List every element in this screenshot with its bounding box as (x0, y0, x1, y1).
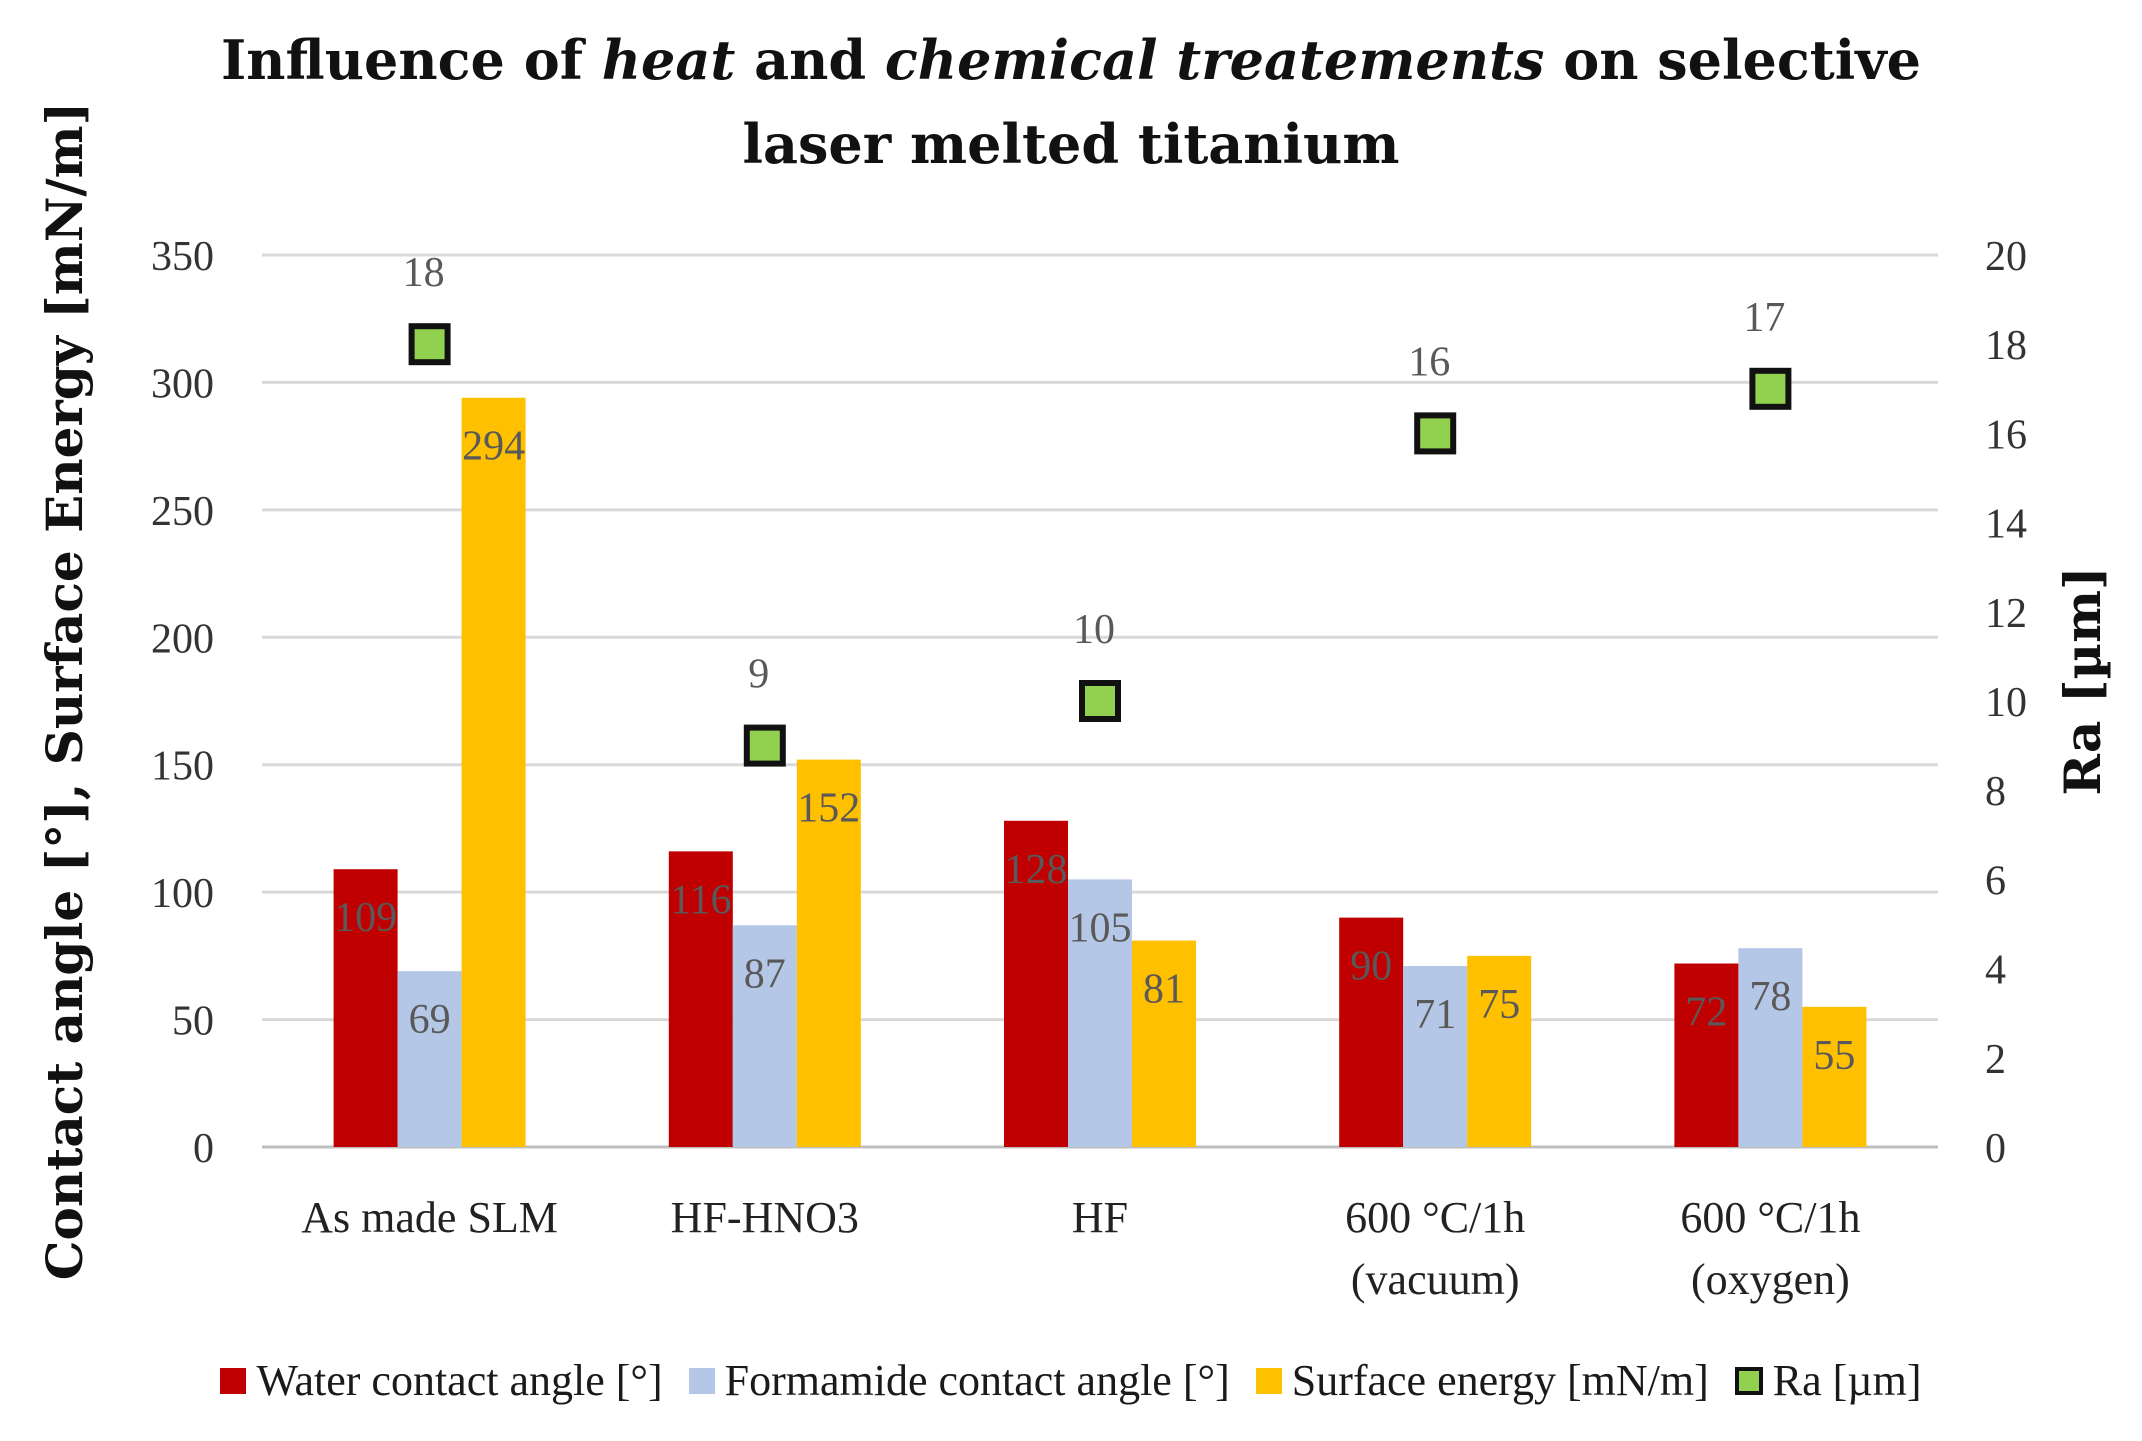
legend-label-formamide: Formamide contact angle [°] (724, 1356, 1230, 1405)
y-tick-label-150: 150 (151, 744, 214, 790)
ra-label-c0: 18 (403, 250, 445, 296)
bar-label-s2-c4: 55 (1813, 1033, 1855, 1079)
legend-item-water: Water contact angle [°] (220, 1355, 663, 1406)
ra-marker-c2 (1079, 680, 1121, 722)
bar-label-s0-c4: 72 (1685, 990, 1727, 1036)
bar-label-s2-c0: 294 (462, 424, 525, 470)
ra-marker-c3 (1414, 412, 1457, 455)
bar-s1-c1 (732, 925, 797, 1147)
bar-label-s1-c2: 105 (1069, 905, 1132, 951)
bar-s2-c0 (461, 397, 526, 1148)
x-tick-label-c3-line1: (vacuum) (1351, 1255, 1520, 1304)
bar-label-s0-c1: 116 (670, 877, 731, 923)
y2-tick-label-14: 14 (1985, 502, 2027, 548)
bar-s2-c1 (796, 759, 861, 1147)
x-tick-label-c0: As made SLM (301, 1193, 558, 1242)
ra-label-c3: 16 (1408, 339, 1450, 385)
bar-s0-c1 (668, 851, 733, 1147)
y-tick-label-50: 50 (172, 999, 214, 1045)
y2-tick-label-4: 4 (1985, 948, 2006, 994)
x-tick-label-c4: 600 °C/1h (1680, 1193, 1860, 1242)
legend-item-formamide: Formamide contact angle [°] (688, 1355, 1230, 1406)
ra-marker-c1 (743, 724, 786, 767)
legend-item-ra: Ra [µm] (1734, 1355, 1922, 1406)
y2-tick-label-16: 16 (1985, 412, 2027, 458)
bar-label-s1-c0: 69 (409, 997, 451, 1043)
bar-label-s1-c1: 87 (744, 951, 786, 997)
bar-s2-c2 (1132, 940, 1196, 1147)
legend-swatch-surface-energy (1255, 1367, 1282, 1394)
bar-s0-c0 (333, 869, 398, 1147)
bar-s1-c2 (1068, 879, 1132, 1147)
y2-axis-title: Ra [µm] (2053, 566, 2112, 795)
y-tick-label-100: 100 (151, 871, 214, 917)
bar-s2-c4 (1802, 1006, 1867, 1147)
ra-label-c2: 10 (1073, 607, 1115, 653)
bar-s1-c3 (1403, 966, 1468, 1147)
ra-marker-c4 (1749, 367, 1792, 410)
y-tick-label-300: 300 (151, 361, 214, 407)
y2-tick-label-12: 12 (1985, 591, 2027, 637)
x-tick-label-c4-line1: (oxygen) (1691, 1255, 1850, 1304)
y2-tick-label-18: 18 (1985, 323, 2027, 369)
y-tick-label-250: 250 (151, 489, 214, 535)
bar-s1-c4 (1738, 948, 1803, 1147)
chart-title-line-2: laser melted titanium (742, 112, 1400, 176)
bar-label-s2-c2: 81 (1143, 967, 1185, 1013)
legend-label-ra: Ra [µm] (1772, 1356, 1922, 1405)
y-tick-label-200: 200 (151, 616, 214, 662)
bar-label-s0-c2: 128 (1005, 847, 1068, 893)
bar-s1-c0 (397, 971, 462, 1147)
bar-s0-c2 (1004, 820, 1068, 1147)
chart-title-line-1: Influence of heat and chemical treatemen… (221, 28, 1921, 92)
y-axis-title: Contact angle [°], Surface Energy [mN/m] (35, 102, 94, 1281)
ra-label-c4: 17 (1743, 295, 1785, 341)
ra-marker-c0 (408, 323, 451, 366)
y2-tick-label-20: 20 (1985, 234, 2027, 280)
bar-label-s1-c3: 71 (1414, 992, 1456, 1038)
legend-swatch-water (220, 1367, 247, 1394)
y2-tick-label-6: 6 (1985, 858, 2006, 904)
legend-label-water: Water contact angle [°] (256, 1356, 663, 1405)
x-tick-label-c3: 600 °C/1h (1345, 1193, 1525, 1242)
y-tick-label-0: 0 (193, 1126, 214, 1172)
bar-s0-c4 (1674, 963, 1739, 1147)
bar-label-s0-c0: 109 (334, 895, 397, 941)
bar-label-s1-c4: 78 (1749, 974, 1791, 1020)
y2-tick-label-8: 8 (1985, 769, 2006, 815)
bar-s0-c3 (1339, 917, 1404, 1147)
legend: Water contact angle [°] Formamide contac… (0, 1355, 2142, 1406)
bar-s2-c3 (1467, 955, 1532, 1147)
legend-marker-ra (1734, 1366, 1763, 1395)
x-tick-label-c2: HF (1072, 1193, 1128, 1242)
x-tick-label-c1: HF-HNO3 (671, 1193, 859, 1242)
bar-label-s2-c3: 75 (1478, 982, 1520, 1028)
legend-item-surface-energy: Surface energy [mN/m] (1255, 1355, 1709, 1406)
ra-label-c1: 9 (748, 652, 769, 698)
y2-tick-label-2: 2 (1985, 1037, 2006, 1083)
legend-label-surface-energy: Surface energy [mN/m] (1291, 1356, 1709, 1405)
y-tick-label-350: 350 (151, 234, 214, 280)
legend-swatch-formamide (688, 1367, 715, 1394)
bar-label-s0-c3: 90 (1350, 944, 1392, 990)
y2-tick-label-0: 0 (1985, 1126, 2006, 1172)
bar-label-s2-c1: 152 (797, 786, 860, 832)
y2-tick-label-10: 10 (1985, 680, 2027, 726)
